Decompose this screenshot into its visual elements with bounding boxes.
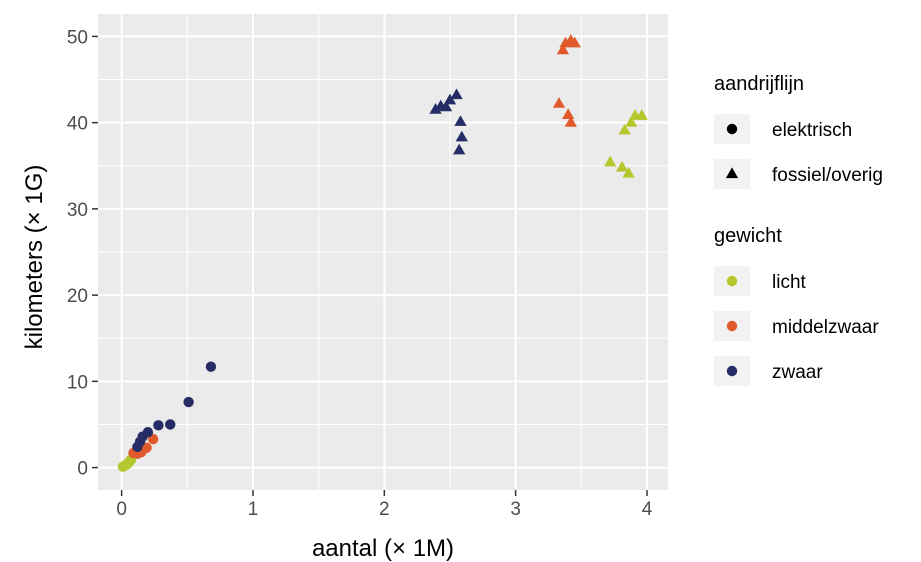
legend-label: licht	[772, 272, 807, 293]
triangle-point-middelzwaar	[556, 43, 570, 55]
x-tick-label: 4	[642, 499, 653, 520]
data-points	[117, 34, 648, 472]
legend-symbol-circle	[726, 123, 738, 135]
y-tick-label: 40	[67, 114, 88, 135]
circle-point-zwaar	[165, 419, 176, 430]
legend-symbol-middelzwaar	[726, 320, 738, 332]
x-tick-label: 2	[379, 499, 390, 520]
legend-label: zwaar	[772, 362, 823, 383]
x-axis-title: aantal (× 1M)	[312, 535, 454, 562]
circle-point-zwaar	[205, 361, 217, 372]
y-tick-label: 50	[67, 27, 88, 48]
triangle-point-licht	[625, 116, 638, 127]
triangle-point-licht	[604, 155, 617, 167]
minor-grid	[98, 14, 668, 490]
triangle-point-zwaar	[450, 88, 463, 100]
circle-point-middelzwaar	[141, 442, 152, 453]
x-tick-label: 1	[248, 499, 259, 520]
triangle-point-licht	[635, 109, 648, 120]
y-tick-label: 0	[77, 459, 88, 480]
circle-point-zwaar	[183, 396, 194, 408]
triangle-point-licht	[622, 166, 635, 178]
legend-symbol-zwaar	[726, 365, 738, 377]
triangle-point-zwaar	[453, 143, 466, 155]
triangle-point-zwaar	[429, 103, 442, 114]
legend-label: middelzwaar	[772, 317, 879, 338]
triangle-point-zwaar	[443, 93, 457, 105]
triangle-point-middelzwaar	[564, 116, 577, 127]
y-tick-label: 10	[67, 372, 88, 393]
triangle-point-middelzwaar	[552, 97, 566, 108]
triangle-point-middelzwaar	[562, 108, 575, 119]
triangle-point-zwaar	[455, 130, 468, 142]
triangle-point-zwaar	[454, 115, 467, 126]
legend-symbol-triangle	[725, 167, 739, 179]
triangle-point-zwaar	[439, 100, 453, 112]
x-tick-label: 0	[116, 499, 127, 520]
y-tick-label: 30	[67, 200, 88, 221]
triangle-point-licht	[618, 123, 631, 135]
legend-symbol-licht	[726, 275, 738, 287]
triangle-point-licht	[615, 160, 629, 172]
circle-point-zwaar	[142, 427, 154, 438]
y-tick-label: 20	[67, 286, 88, 307]
y-axis-title: kilometers (× 1G)	[21, 165, 48, 350]
x-axis-ticks: 0 1 2 3 4	[116, 490, 653, 520]
triangle-point-middelzwaar	[568, 36, 581, 48]
x-tick-label: 3	[510, 499, 521, 520]
y-axis-ticks: 0 10 20 30 40 50	[67, 27, 98, 480]
legend: aandrijflijn elektrisch fossiel/overig gewi…	[714, 73, 883, 386]
legend-title: gewicht	[714, 225, 782, 247]
legend-title: aandrijflijn	[714, 73, 804, 95]
circle-point-zwaar	[153, 420, 164, 431]
legend-label: elektrisch	[772, 120, 852, 141]
legend-label: fossiel/overig	[772, 165, 883, 186]
